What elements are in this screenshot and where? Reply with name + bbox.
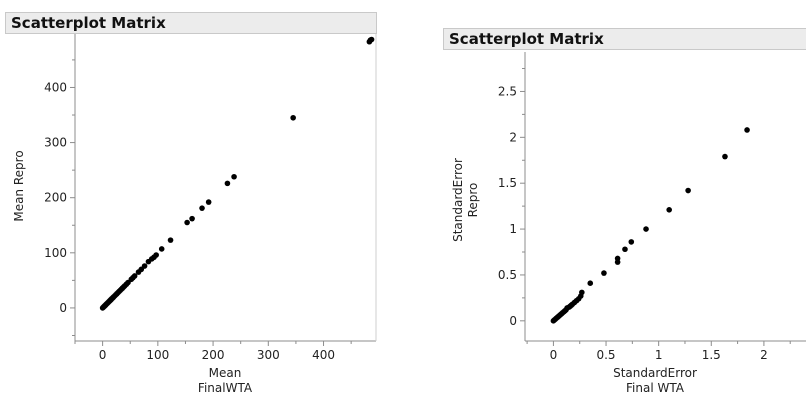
right-data-point: [614, 255, 621, 262]
left-data-point: [290, 114, 296, 121]
left-data-point: [184, 219, 190, 226]
left-x-tick-label: 0: [99, 348, 107, 362]
left-data-point: [131, 273, 138, 279]
right-data-point: [622, 246, 628, 253]
right-y-axis-title: StandardError: [451, 158, 465, 242]
left-data-point: [368, 36, 375, 43]
scatterplot-matrix-header-left: Scatterplot Matrix: [5, 12, 377, 34]
right-x-axis-title: StandardError: [613, 366, 697, 380]
right-x-tick-label: 1: [655, 348, 663, 362]
right-y-tick-label: 2: [509, 130, 517, 144]
right-x-tick-label: 0.5: [596, 348, 615, 362]
left-x-axis-title: FinalWTA: [198, 381, 253, 395]
right-y-tick-label: 1.5: [498, 176, 517, 190]
right-data-point: [601, 270, 607, 276]
left-data-point: [205, 199, 212, 205]
left-y-tick-label: 0: [59, 301, 67, 315]
left-x-tick-label: 400: [312, 348, 335, 362]
right-data-point: [685, 187, 691, 194]
left-data-point: [189, 215, 195, 222]
right-y-tick-label: 2.5: [498, 84, 517, 98]
left-x-tick-label: 100: [146, 348, 169, 362]
right-data-point: [628, 239, 635, 245]
left-y-tick-label: 300: [44, 136, 67, 150]
left-y-tick-label: 400: [44, 80, 67, 94]
left-data-point: [167, 237, 174, 243]
left-y-tick-label: 100: [44, 246, 67, 260]
left-data-point: [153, 252, 159, 258]
left-data-point: [141, 263, 148, 269]
left-x-axis-title: Mean: [209, 366, 242, 380]
left-data-point: [199, 205, 205, 211]
right-data-point: [744, 127, 750, 133]
right-y-tick-label: 1: [509, 222, 517, 236]
right-x-tick-label: 2: [760, 348, 768, 362]
right-x-tick-label: 1.5: [702, 348, 721, 362]
scatterplot-matrix-header-right: Scatterplot Matrix: [443, 28, 806, 50]
right-data-point: [643, 226, 649, 232]
left-y-axis-title: Mean Repro: [12, 150, 26, 221]
left-x-tick-label: 200: [202, 348, 225, 362]
left-y-tick-label: 200: [44, 191, 67, 205]
right-y-axis-title: Repro: [466, 183, 480, 218]
right-data-point: [587, 280, 594, 287]
left-data-point: [158, 246, 165, 252]
right-y-tick-label: 0: [509, 314, 517, 328]
right-data-point: [722, 153, 728, 160]
left-data-point: [224, 180, 231, 187]
left-data-point: [231, 173, 237, 180]
right-x-axis-title: Final WTA: [626, 381, 685, 395]
right-y-tick-label: 0.5: [498, 268, 517, 282]
left-x-tick-label: 300: [257, 348, 280, 362]
right-x-tick-label: 0: [550, 348, 558, 362]
right-data-point: [666, 207, 672, 213]
right-data-point: [579, 289, 585, 296]
